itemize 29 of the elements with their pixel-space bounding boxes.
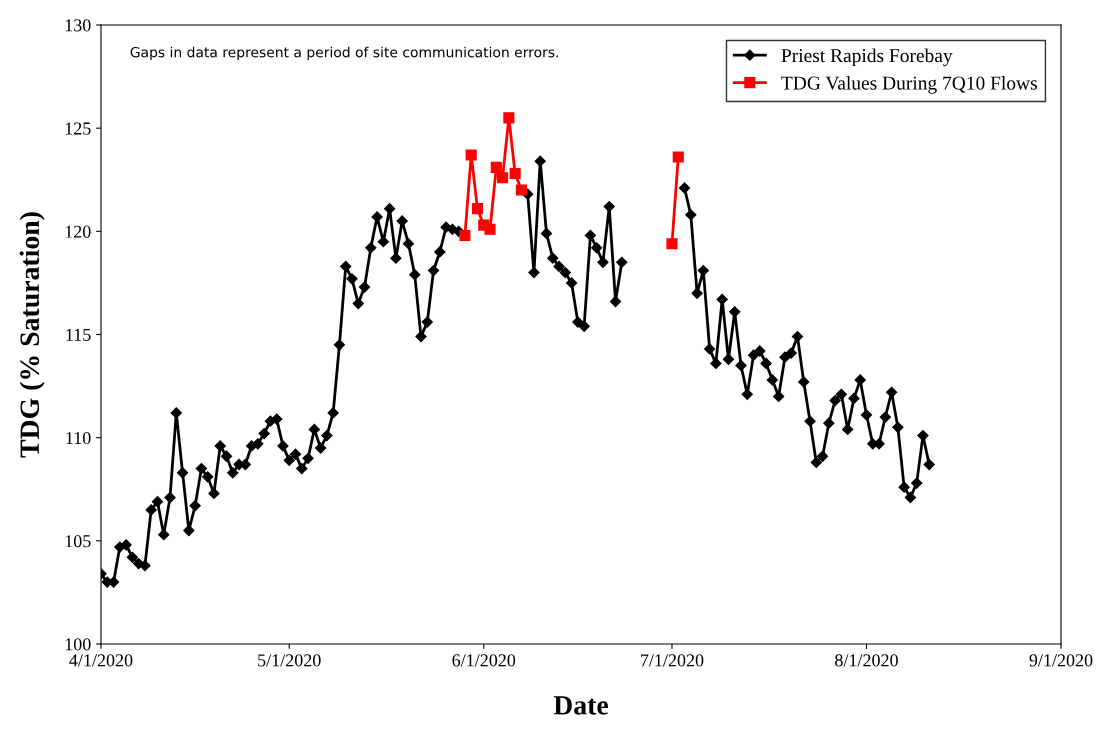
x-tick-label: 6/1/2020 xyxy=(452,654,516,667)
legend-label: TDG Values During 7Q10 Flows xyxy=(781,75,1037,94)
y-tick-label: 105 xyxy=(65,535,91,548)
point xyxy=(465,149,477,161)
x-tick-label: 9/1/2020 xyxy=(1029,654,1093,667)
point xyxy=(471,203,484,215)
point xyxy=(503,112,515,124)
point xyxy=(666,238,678,250)
x-tick-label: 5/1/2020 xyxy=(258,654,321,667)
x-tick-label: 7/1/2020 xyxy=(641,654,704,667)
x-axis-title: Date xyxy=(553,696,609,715)
y-tick-label: 110 xyxy=(66,431,91,445)
point xyxy=(490,161,502,173)
point xyxy=(672,151,684,163)
y-tick-label: 115 xyxy=(66,328,91,341)
annotation: Gaps in data represent a period of site communication errors. xyxy=(130,46,558,61)
point xyxy=(497,172,509,184)
point xyxy=(459,229,471,242)
x-tick-label: 8/1/2020 xyxy=(835,654,898,667)
y-tick-label: 100 xyxy=(65,638,91,651)
point xyxy=(509,168,521,180)
y-tick-label: 130 xyxy=(65,19,91,32)
y-axis-title: TDG (% Saturation) xyxy=(19,212,45,458)
point xyxy=(484,223,496,235)
x-tick-label: 4/1/2020 xyxy=(69,654,133,667)
legend-label: Priest Rapids Forebay xyxy=(781,48,953,67)
point xyxy=(515,184,527,196)
y-tick-label: 125 xyxy=(65,122,91,135)
y-tick-label: 120 xyxy=(65,225,91,238)
